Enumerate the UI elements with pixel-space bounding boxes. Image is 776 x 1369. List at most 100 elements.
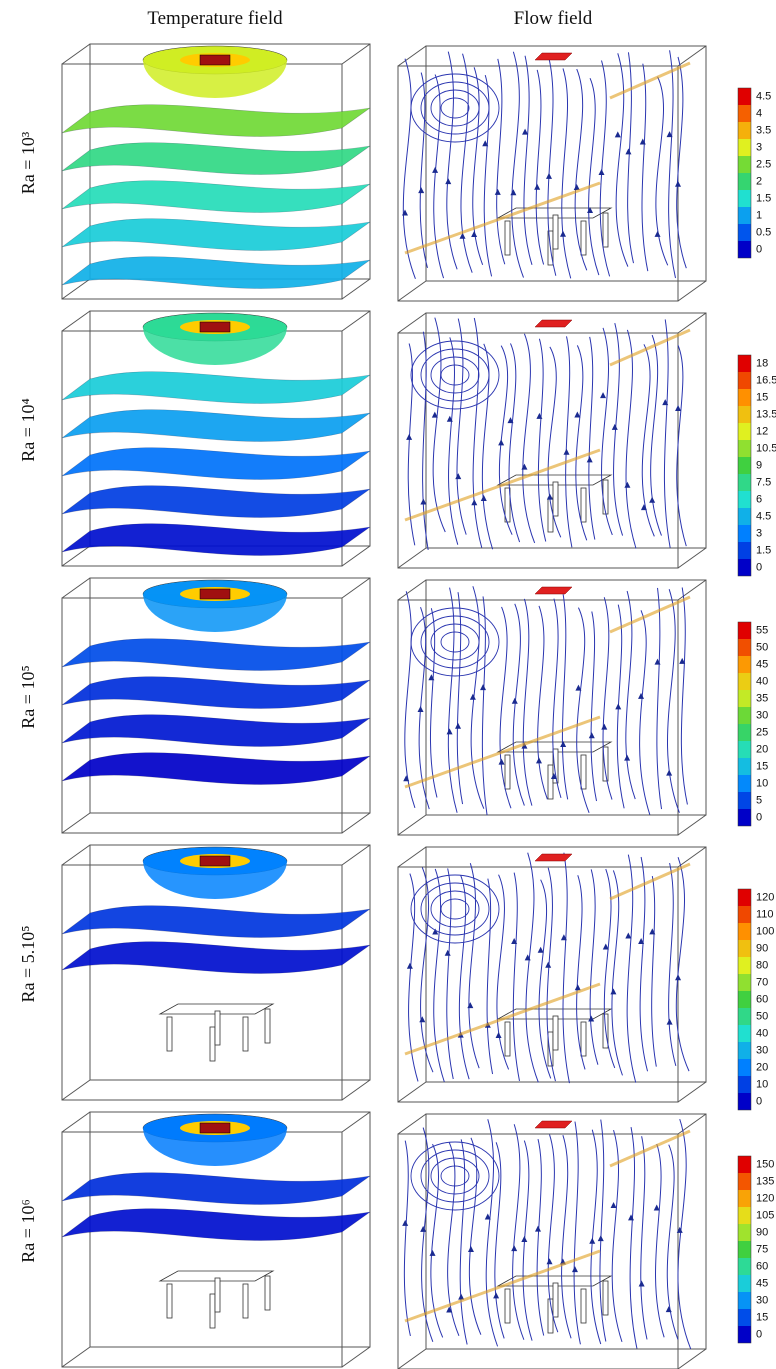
colorbar-tick-label: 4.5 (756, 90, 771, 102)
colorbar-bin (738, 1025, 751, 1042)
arrowhead (534, 1225, 541, 1232)
cube-edge (397, 1348, 427, 1369)
colorbar-tick-label: 120 (756, 1192, 774, 1204)
streamline (486, 878, 494, 1075)
table-leg (602, 479, 609, 515)
colorbar-bin (738, 1275, 751, 1292)
streamline (456, 318, 467, 535)
colorbar-frame (737, 1155, 752, 1344)
arrowhead (507, 417, 514, 424)
streamline (576, 607, 590, 814)
arrowhead (446, 1306, 453, 1313)
arrowhead (428, 674, 435, 681)
heater (199, 855, 231, 867)
arrowhead (446, 415, 453, 422)
cube-front (61, 1131, 343, 1368)
dome-body (143, 861, 287, 899)
arrowhead (432, 166, 439, 173)
arrowhead (420, 498, 427, 505)
streamline (677, 1118, 692, 1350)
table-leg (552, 481, 559, 517)
streamline (420, 867, 434, 1073)
arrowhead (654, 230, 661, 237)
cube-edge (341, 1346, 371, 1368)
streamline (537, 338, 547, 542)
colorbar-bin (738, 372, 751, 389)
colorbar-tick-label: 10 (756, 1078, 768, 1090)
row-label: Ra = 5.10⁵ (18, 926, 38, 1003)
isosurface (61, 409, 371, 442)
colorbar-tick-label: 30 (756, 709, 768, 721)
arrowhead (550, 773, 557, 780)
colorbar-tick-label: 90 (756, 1226, 768, 1238)
cube-back (425, 1113, 707, 1350)
cube-edge (61, 577, 91, 599)
row-label: Ra = 10⁶ (18, 1199, 38, 1262)
colorbar-tick-label: 35 (756, 692, 768, 704)
streamline (447, 1142, 460, 1336)
colorbar-tick-label: 3.5 (756, 124, 771, 136)
arrowhead (625, 148, 632, 155)
cube-back (425, 579, 707, 816)
colorbar-bin (738, 508, 751, 525)
arrowhead (420, 1225, 427, 1232)
colorbar-frame (737, 354, 752, 577)
table-leg (547, 764, 554, 800)
arrowhead (571, 1266, 578, 1273)
streamline (483, 74, 493, 277)
colorbar-tick-label: 5 (756, 794, 762, 806)
colorbar-tick-label: 0 (756, 1095, 762, 1107)
arrowhead (459, 232, 466, 239)
streamline (432, 317, 446, 533)
cube-edge (61, 43, 91, 65)
colorbar-tick-label: 2.5 (756, 158, 771, 170)
cube-edge (677, 1348, 707, 1369)
vortex (440, 631, 470, 653)
arrowhead (511, 697, 518, 704)
isosurface (61, 941, 371, 974)
table (158, 1003, 275, 1062)
arrowhead (676, 1226, 683, 1233)
isosurface (61, 218, 371, 251)
arrowhead (624, 754, 631, 761)
arrowhead (675, 180, 682, 187)
arrowhead (649, 496, 656, 503)
colorbar-bin (738, 974, 751, 991)
colorbar-tick-label: 0 (756, 561, 762, 573)
streamline (433, 868, 445, 1083)
arrowhead (587, 206, 594, 213)
streamline (468, 1137, 482, 1335)
dome-body (143, 327, 287, 365)
colorbar-bin (738, 1292, 751, 1309)
streamline (602, 597, 613, 800)
table-leg (504, 220, 511, 256)
cube-front (397, 866, 679, 1103)
arrowhead (498, 758, 505, 765)
colorbar-bin (738, 1173, 751, 1190)
colorbar-bin (738, 809, 751, 826)
colorbar-tick-label: 60 (756, 1260, 768, 1272)
arrowhead (601, 723, 608, 730)
table-leg (209, 1293, 216, 1329)
colorbar-bin (738, 139, 751, 156)
column-header: Flow field (514, 8, 593, 29)
arrowhead (573, 183, 580, 190)
table-top (158, 1270, 275, 1282)
streamline (468, 863, 480, 1069)
cube-edge (677, 846, 707, 868)
isosurface (61, 142, 371, 175)
streamline (574, 68, 588, 271)
streamline (448, 337, 459, 545)
cube-edge (677, 280, 707, 302)
streamline (481, 596, 488, 816)
colorbar-tick-label: 75 (756, 1243, 768, 1255)
table-leg (580, 487, 587, 523)
arrowhead (524, 954, 531, 961)
streamline (508, 343, 521, 543)
streamline (616, 604, 625, 809)
streamline (499, 606, 512, 809)
arrowhead (480, 684, 487, 691)
arrowhead (586, 456, 593, 463)
arrowhead (649, 928, 656, 935)
table-leg (209, 1026, 216, 1062)
